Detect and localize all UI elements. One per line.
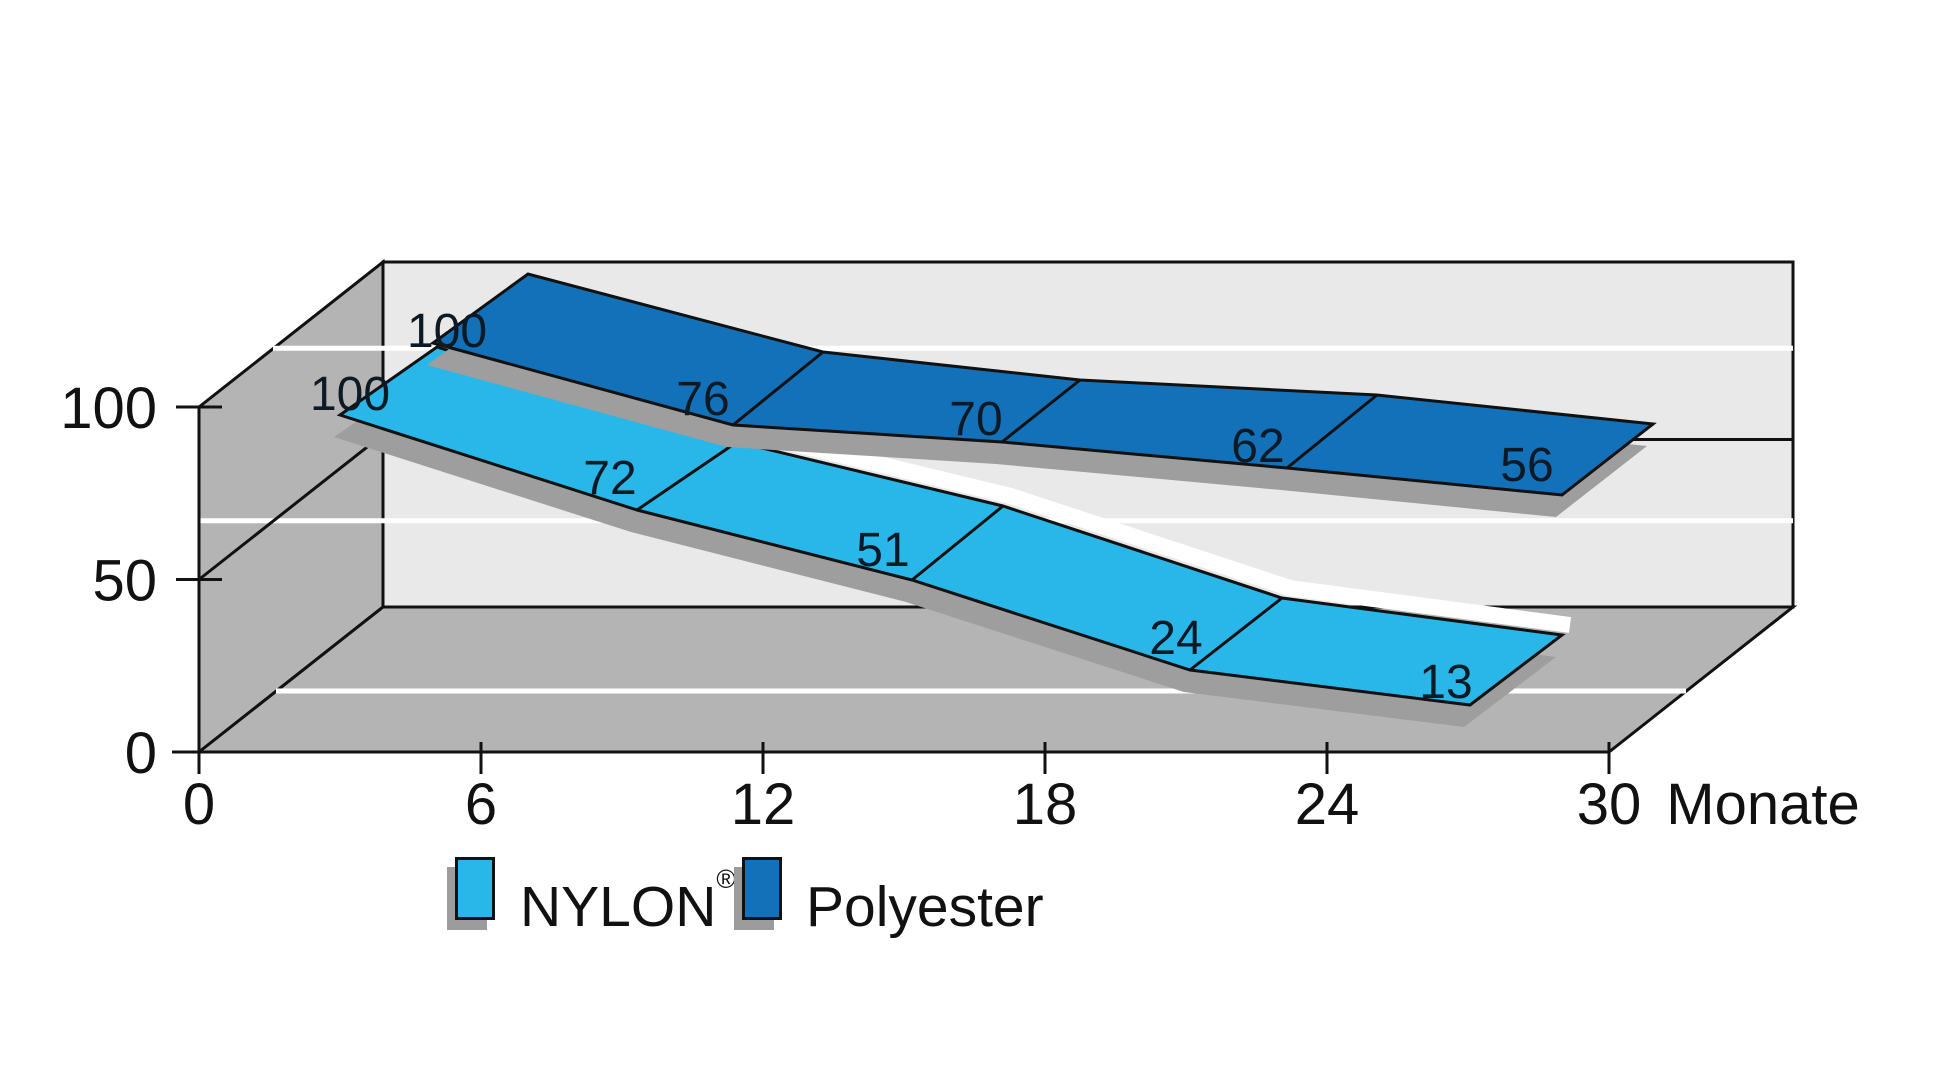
x-axis-tick-label: 18 xyxy=(1013,772,1078,837)
value-label-nylon: 13 xyxy=(1419,656,1472,709)
y-axis-tick-label: 50 xyxy=(92,549,157,614)
x-axis-tick-label: 0 xyxy=(183,772,215,837)
value-label-polyester: 76 xyxy=(676,373,729,426)
ribbon-separator xyxy=(1286,393,1378,470)
ribbon-separator xyxy=(1001,378,1081,444)
x-axis-tick-label: 6 xyxy=(465,772,497,837)
ribbon-separator xyxy=(1189,596,1283,672)
y-axis-tick-label: 100 xyxy=(60,376,157,441)
ribbon-separator xyxy=(911,504,1004,582)
value-label-nylon: 51 xyxy=(856,524,909,577)
value-label-nylon: 24 xyxy=(1149,612,1202,665)
ribbon-separator xyxy=(636,440,738,512)
x-axis-title: Monate xyxy=(1666,772,1859,837)
x-axis-tick-label: 24 xyxy=(1295,772,1360,837)
ribbon-face-polyester xyxy=(429,272,1657,497)
y-axis-tick-label: 0 xyxy=(125,721,157,786)
gridline-50-side xyxy=(198,433,384,581)
value-label-polyester: 56 xyxy=(1500,439,1553,492)
value-label-polyester: 62 xyxy=(1231,420,1284,473)
value-label-nylon: 100 xyxy=(310,368,390,421)
axes: 100 50 00 6 12 18 24 30 Monate xyxy=(60,376,1860,837)
value-label-polyester: 70 xyxy=(949,393,1002,446)
value-labels-nylon: 100 72 51 24 13 xyxy=(310,368,1473,709)
x-axis-tick-label: 30 xyxy=(1577,772,1642,837)
x-axis-tick-label: 12 xyxy=(731,772,796,837)
value-label-nylon: 72 xyxy=(583,452,636,505)
ribbon-separator xyxy=(732,350,824,427)
value-labels-polyester: 100 76 70 62 56 xyxy=(407,305,1554,492)
value-label-polyester: 100 xyxy=(407,305,487,358)
ribbon-polyester xyxy=(427,272,1657,517)
